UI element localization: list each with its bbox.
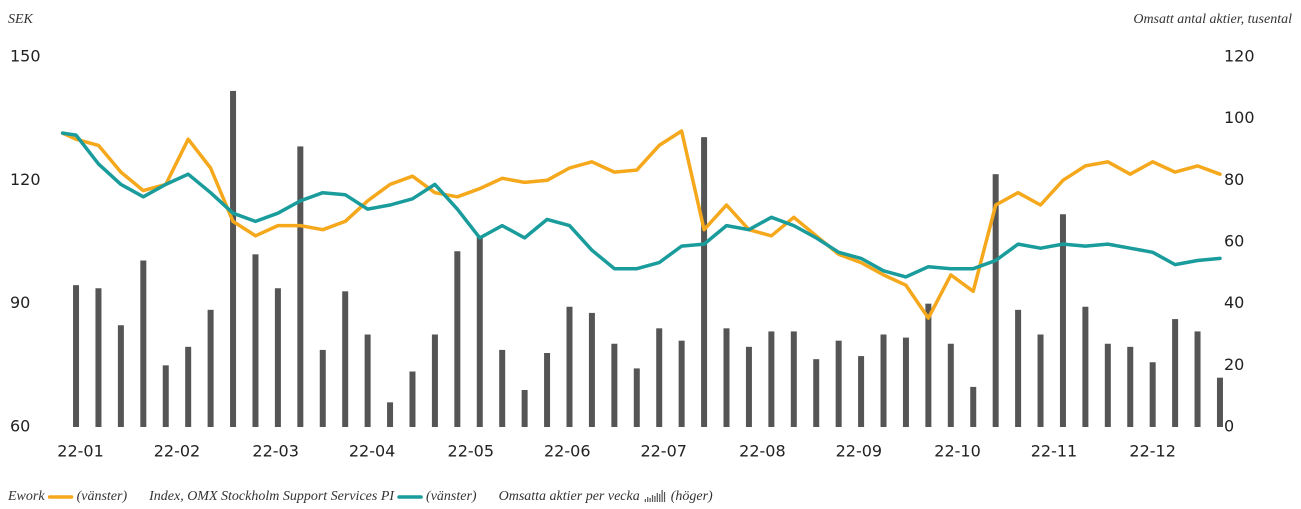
- bar: [902, 337, 909, 427]
- bar: [95, 288, 102, 427]
- y2-tick-label: 80: [1224, 170, 1244, 189]
- bar: [566, 306, 573, 427]
- y-tick-label: 60: [10, 417, 30, 436]
- x-tick-label: 22-12: [1129, 442, 1176, 461]
- legend-swatch: [647, 497, 649, 502]
- bar: [364, 334, 371, 427]
- bar: [790, 331, 797, 427]
- legend-label: Index, OMX Stockholm Support Services PI: [148, 489, 395, 504]
- bar: [745, 346, 752, 427]
- bar: [970, 386, 977, 427]
- bar: [1015, 309, 1022, 427]
- bar: [1149, 362, 1156, 427]
- bar: [1216, 377, 1223, 427]
- bar: [925, 303, 932, 427]
- bar: [544, 353, 551, 427]
- legend-label: Ework: [7, 489, 45, 504]
- bar: [117, 325, 124, 427]
- bar: [252, 254, 259, 427]
- y2-tick-label: 120: [1224, 47, 1255, 66]
- legend-swatch: [661, 490, 663, 502]
- x-tick-label: 22-02: [154, 442, 201, 461]
- x-tick-label: 22-10: [934, 442, 981, 461]
- bar: [476, 235, 483, 427]
- legend-swatch: [651, 495, 654, 502]
- x-tick-label: 22-04: [349, 442, 396, 461]
- legend-swatch: [656, 493, 658, 502]
- x-tick-label: 22-08: [739, 442, 786, 461]
- bar: [1104, 343, 1111, 427]
- y2-tick-label: 20: [1224, 355, 1244, 374]
- bar: [140, 260, 147, 427]
- bar: [1194, 331, 1201, 427]
- bar: [656, 328, 663, 427]
- bar: [1127, 346, 1134, 427]
- bar: [768, 331, 775, 427]
- bar: [409, 371, 416, 427]
- legend-swatch: [654, 496, 656, 502]
- bar: [858, 356, 865, 427]
- legend-swatch: [644, 499, 646, 502]
- legend: Ework (vänster) Index, OMX Stockholm Suppo…: [7, 489, 713, 504]
- bar: [1059, 214, 1066, 427]
- bar: [297, 146, 304, 427]
- legend-note: (vänster): [77, 489, 128, 504]
- bar: [207, 309, 214, 427]
- x-tick-label: 22-09: [836, 442, 883, 461]
- bar: [880, 334, 887, 427]
- bar: [162, 365, 169, 427]
- bar: [521, 390, 528, 427]
- bar: [701, 137, 708, 427]
- bar: [230, 90, 237, 428]
- y2-tick-label: 0: [1224, 417, 1234, 436]
- bar: [992, 174, 999, 427]
- y-tick-label: 150: [10, 47, 41, 66]
- line: [60, 129, 1222, 320]
- bar: [342, 291, 349, 427]
- bar: [813, 359, 820, 427]
- bar: [454, 251, 461, 427]
- x-tick-label: 22-06: [544, 442, 591, 461]
- bar: [723, 328, 730, 427]
- x-tick-label: 22-11: [1031, 442, 1078, 461]
- bar: [1172, 319, 1179, 427]
- y-tick-label: 120: [10, 170, 41, 189]
- legend-note: (höger): [671, 489, 713, 504]
- x-tick-label: 22-07: [640, 442, 687, 461]
- line: [60, 131, 1222, 279]
- bar: [1082, 306, 1089, 427]
- legend-swatch: [663, 492, 666, 502]
- legend-swatch: [649, 498, 651, 502]
- bar: [387, 402, 394, 427]
- bar: [185, 346, 192, 427]
- bar: [431, 334, 438, 427]
- y2-axis-label: Omsatt antal aktier, tusental: [1133, 12, 1292, 27]
- bar: [499, 349, 506, 427]
- y-tick-label: 90: [10, 293, 30, 312]
- x-tick-label: 22-01: [57, 442, 104, 461]
- legend-swatch: [659, 494, 661, 502]
- x-tick-label: 22-03: [252, 442, 299, 461]
- legend-note: (vänster): [426, 489, 477, 504]
- y2-tick-label: 60: [1224, 232, 1244, 251]
- bar: [1037, 334, 1044, 427]
- y-axis-label: SEK: [8, 12, 34, 27]
- bar: [835, 340, 842, 427]
- bar: [588, 312, 595, 427]
- bar: [633, 368, 640, 427]
- bar: [611, 343, 618, 427]
- bar: [274, 288, 281, 427]
- x-tick-label: 22-05: [448, 442, 495, 461]
- y2-tick-label: 40: [1224, 293, 1244, 312]
- bar: [678, 340, 685, 427]
- bar: [319, 349, 326, 427]
- bar: [73, 285, 80, 427]
- y2-tick-label: 100: [1224, 108, 1255, 127]
- bar: [947, 343, 954, 427]
- legend-label: Omsatta aktier per vecka: [499, 489, 640, 504]
